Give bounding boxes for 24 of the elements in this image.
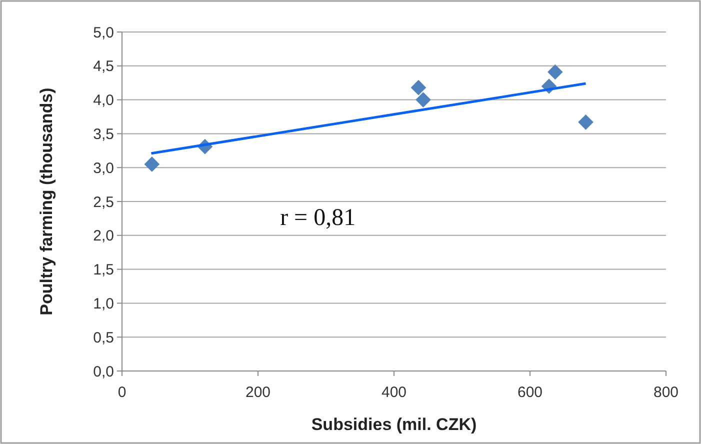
- point: [547, 64, 563, 80]
- x-tick-label: 0: [118, 384, 126, 401]
- y-tick-label: 1,5: [93, 262, 114, 279]
- y-tick-label: 5,0: [93, 24, 114, 42]
- y-tick-label: 2,5: [93, 194, 114, 211]
- annotation: r = 0,81: [280, 205, 356, 232]
- y-axis-title: Poultry farming (thousands): [37, 88, 56, 316]
- y-tick-label: 1,0: [93, 295, 114, 312]
- x-tick-label: 400: [381, 384, 407, 401]
- point: [410, 80, 426, 96]
- y-tick-label: 4,0: [93, 92, 114, 110]
- y-tick-label: 4,5: [93, 58, 114, 76]
- point: [144, 156, 160, 172]
- x-tick-label: 600: [517, 384, 543, 401]
- y-tick-label: 0,5: [93, 329, 114, 346]
- y-tick-label: 3,0: [93, 160, 114, 177]
- y-tick-label: 0,0: [93, 363, 114, 380]
- x-tick-label: 800: [653, 384, 679, 401]
- point: [416, 92, 431, 108]
- y-tick-label: 2,0: [93, 228, 114, 245]
- x-axis-title: Subsidies (mil. CZK): [311, 415, 477, 434]
- y-tick-label: 3,5: [93, 126, 114, 143]
- point: [578, 114, 594, 130]
- x-tick-label: 200: [245, 384, 271, 401]
